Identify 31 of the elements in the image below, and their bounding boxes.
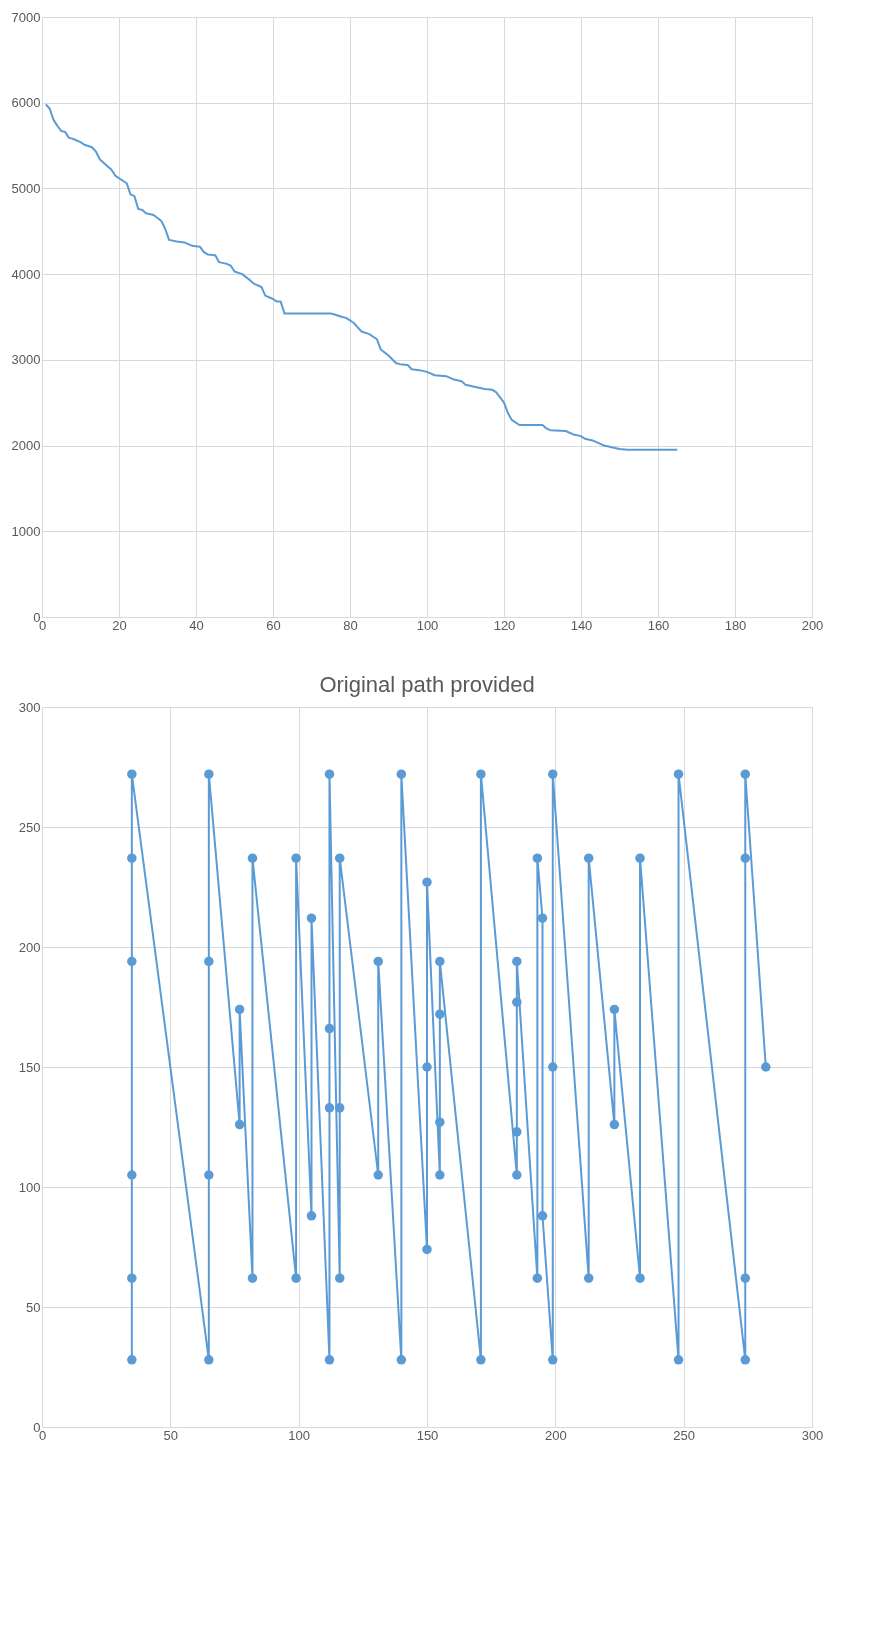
x-tick-label: 40 — [189, 617, 204, 633]
y-tick-label: 200 — [18, 939, 41, 955]
y-tick-label: 150 — [18, 1059, 41, 1075]
x-tick-label: 50 — [163, 1427, 179, 1443]
line-series — [44, 103, 679, 451]
y-tick-label: 100 — [18, 1179, 41, 1195]
y-tick-label: 300 — [18, 699, 41, 715]
x-tick-label: 100 — [416, 617, 439, 633]
x-tick-label: 80 — [343, 617, 358, 633]
y-tick-label: 50 — [26, 1299, 41, 1315]
x-tick-label: 60 — [266, 617, 281, 633]
y-tick-label: 250 — [18, 819, 41, 835]
x-tick-label: 150 — [416, 1427, 439, 1443]
x-tick-label: 160 — [647, 617, 670, 633]
y-tick-label: 1000 — [11, 523, 41, 539]
y-tick-label: 4000 — [11, 266, 41, 282]
x-tick-label: 200 — [801, 617, 824, 633]
chart-title: Original path provided — [319, 672, 535, 697]
y-tick-label: 6000 — [11, 95, 41, 111]
x-tick-label: 20 — [112, 617, 127, 633]
x-tick-label: 250 — [673, 1427, 696, 1443]
x-tick-label: 300 — [801, 1427, 824, 1443]
x-tick-label: 120 — [493, 617, 516, 633]
x-tick-label: 140 — [570, 617, 593, 633]
x-tick-label: 180 — [724, 617, 747, 633]
x-tick-label: 200 — [544, 1427, 567, 1443]
y-tick-label: 2000 — [11, 438, 41, 454]
y-tick-label: 5000 — [11, 180, 41, 196]
x-tick-label: 100 — [288, 1427, 311, 1443]
y-tick-label: 3000 — [11, 352, 41, 368]
y-tick-label: 7000 — [11, 9, 41, 25]
